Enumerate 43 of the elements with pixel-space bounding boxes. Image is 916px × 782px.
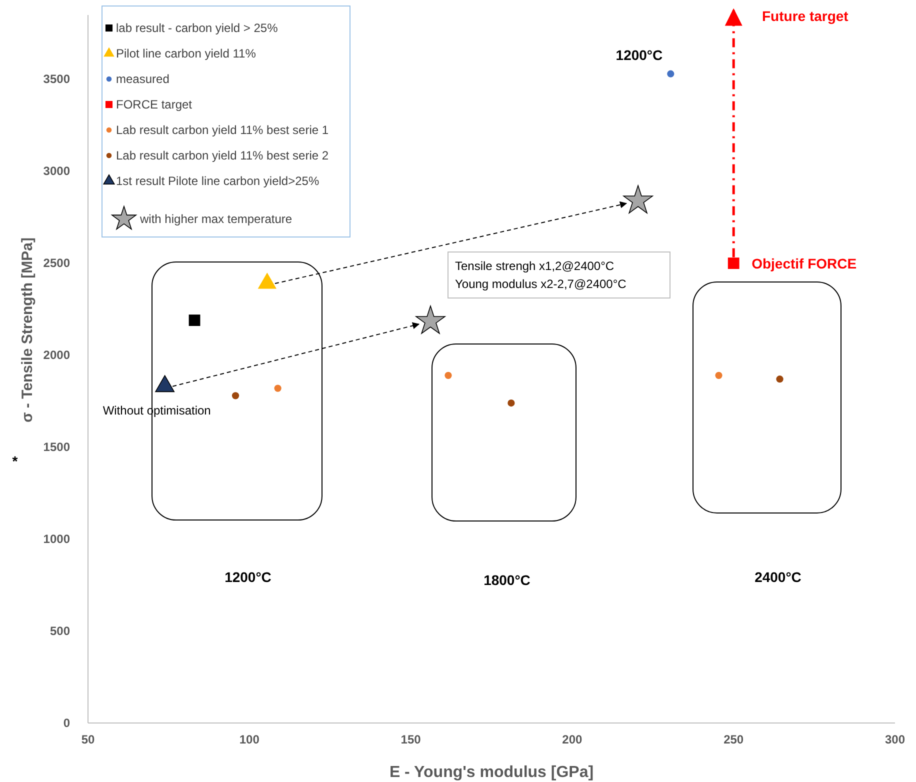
point	[715, 372, 722, 379]
annotation: Tensile strengh x1,2@2400°C Young modulus x2-2,7@2400°C	[455, 259, 627, 291]
legend-label: measured	[116, 72, 170, 86]
y-tick-label: 1000	[43, 532, 70, 546]
x-tick-label: 50	[81, 732, 95, 747]
text: *	[12, 453, 18, 469]
point	[508, 399, 515, 407]
point	[728, 258, 740, 269]
legend-label: 1st result Pilote line carbon yield>25%	[116, 174, 320, 188]
point	[188, 314, 200, 326]
legend-label: Lab result carbon yield 11% best serie 1	[116, 123, 329, 137]
y-tick-label: 2000	[43, 348, 70, 362]
point	[623, 185, 653, 214]
point	[776, 376, 784, 383]
x-axis-title: E - Young's modulus [GPa]	[389, 764, 594, 781]
x-tick-label: 200	[562, 732, 583, 747]
annotation: Future target	[762, 8, 849, 24]
legend-label: FORCE target	[116, 98, 193, 112]
annotation: 2400°C	[754, 569, 802, 585]
legend-label: lab result - carbon yield > 25%	[116, 21, 278, 35]
point	[667, 70, 674, 78]
annotation: 1800°C	[484, 572, 530, 588]
point	[444, 372, 452, 379]
annotation: Objectif FORCE	[752, 255, 857, 272]
x-tick-label: 300	[884, 732, 906, 747]
annotation: 1200°C	[224, 569, 272, 585]
x-tick-label: 100	[239, 732, 260, 747]
annotation: 1200°C	[616, 46, 663, 63]
legend-label: Lab result carbon yield 11% best serie 2	[116, 148, 329, 162]
point	[232, 392, 240, 400]
y-tick-label: 3000	[43, 164, 70, 178]
y-tick-label: 3500	[43, 72, 70, 86]
x-tick-label: 150	[400, 732, 422, 747]
y-tick-label: 0	[63, 716, 70, 730]
legend-label: Pilot line carbon yield 11%	[116, 46, 256, 60]
x-tick-label: 250	[724, 732, 744, 747]
point	[416, 306, 446, 334]
legend-label: with higher max temperature	[139, 212, 292, 226]
y-tick-label: 2500	[43, 256, 70, 270]
y-tick-label: 500	[50, 624, 70, 638]
y-tick-label: 1500	[43, 440, 70, 454]
y-axis-title: σ - Tensile Strength [MPa]	[19, 238, 36, 422]
point	[274, 384, 282, 392]
